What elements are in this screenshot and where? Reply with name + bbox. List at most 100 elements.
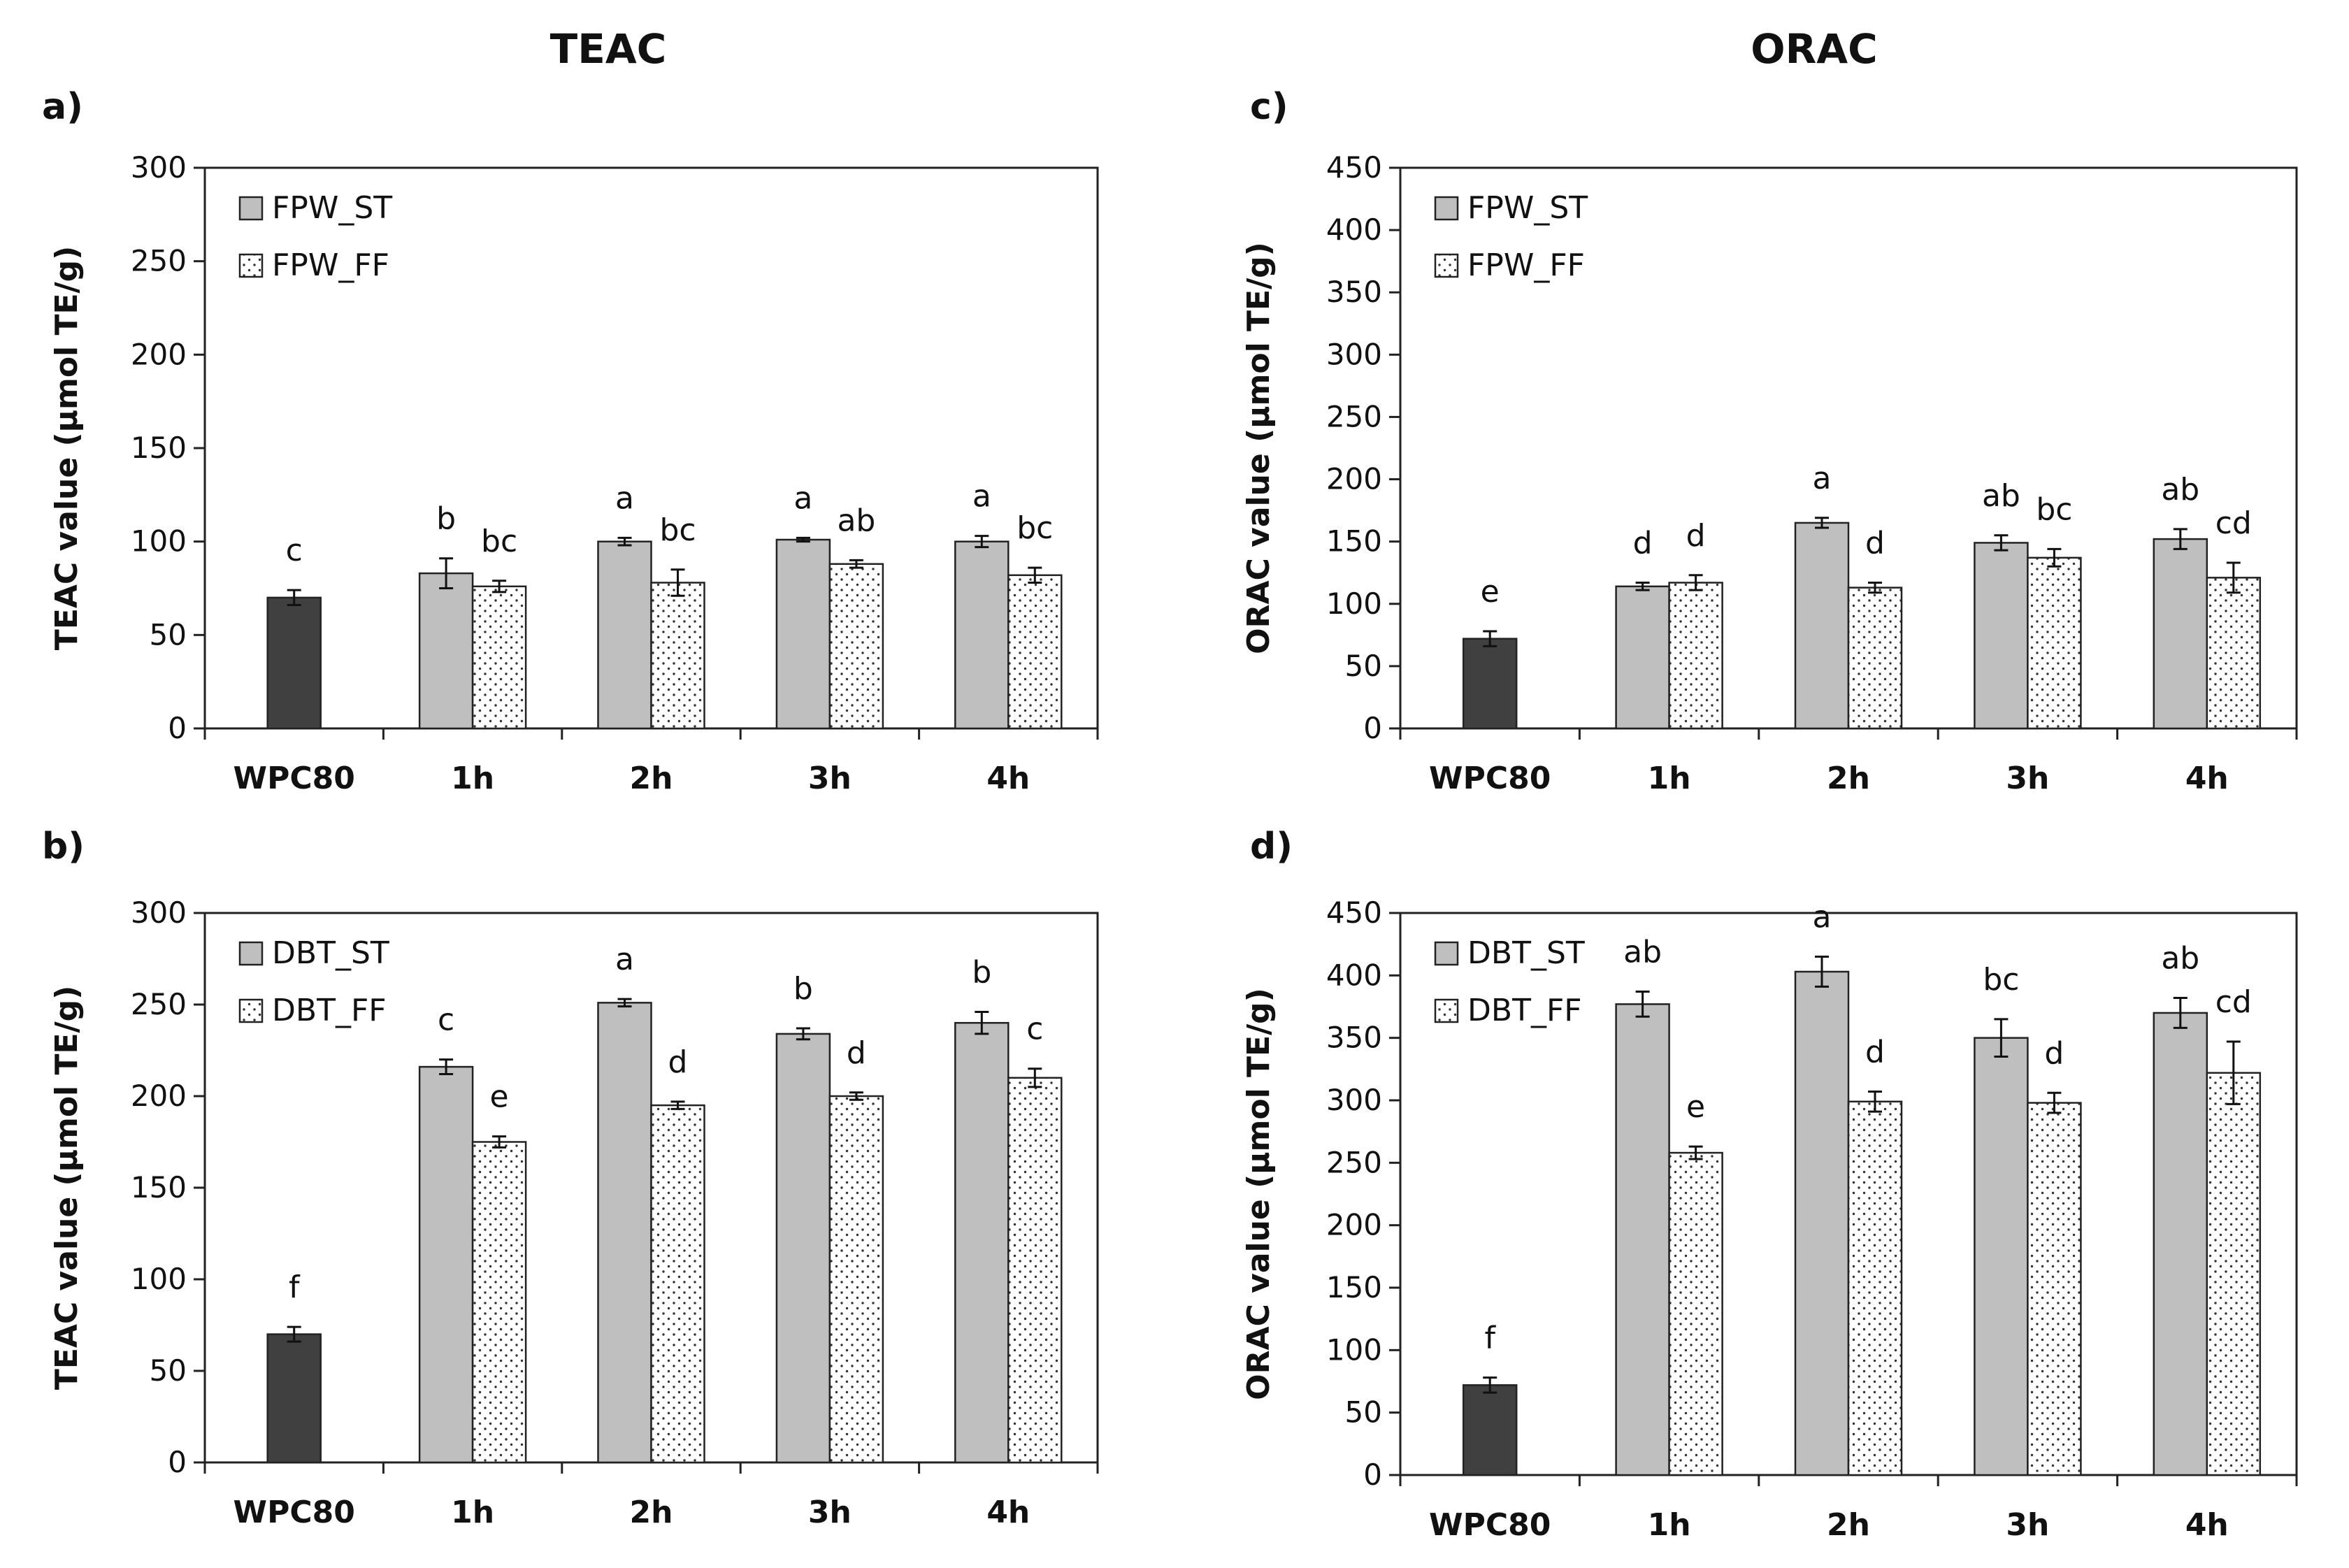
legend-entry: DBT_ST bbox=[272, 935, 389, 971]
y-tick-label: 50 bbox=[150, 617, 187, 652]
y-axis-label: TEAC value (µmol TE/g) bbox=[49, 986, 85, 1390]
y-tick-label: 250 bbox=[131, 244, 187, 278]
significance-label: b bbox=[793, 971, 813, 1007]
legend-swatch bbox=[1434, 253, 1459, 278]
chart-panel-d: d) 0 50 100 150 200 250 300 350 400 450 ORAC value … bbox=[1241, 826, 2298, 1543]
significance-label: cd bbox=[2215, 505, 2252, 541]
legend-entry: DBT_FF bbox=[272, 993, 387, 1028]
y-tick-label: 200 bbox=[131, 337, 187, 371]
significance-label: d bbox=[847, 1035, 866, 1071]
y-axis-label: TEAC value (µmol TE/g) bbox=[49, 246, 85, 650]
y-tick-label: 50 bbox=[1345, 649, 1382, 683]
x-tick-label: 1h bbox=[1648, 1507, 1691, 1543]
control-bar bbox=[266, 596, 322, 730]
bar-dbt-ff bbox=[1007, 1077, 1063, 1464]
x-tick-label: 4h bbox=[986, 1495, 1030, 1530]
significance-label: d bbox=[1865, 525, 1885, 561]
y-tick-label: 100 bbox=[1326, 1332, 1382, 1367]
significance-label: f bbox=[289, 1269, 301, 1305]
x-tick-label: 3h bbox=[2006, 761, 2049, 796]
y-tick-label: 0 bbox=[168, 711, 187, 745]
x-tick-label: 3h bbox=[808, 1495, 852, 1530]
y-tick-label: 400 bbox=[1326, 213, 1382, 247]
control-bar bbox=[266, 1333, 322, 1464]
bar-fpw-ff bbox=[1668, 582, 1723, 730]
y-tick-label: 100 bbox=[131, 1262, 187, 1296]
control-bar bbox=[1462, 638, 1518, 730]
significance-label: bc bbox=[1017, 510, 1053, 546]
significance-label: ab bbox=[1982, 478, 2020, 514]
x-tick-label: 2h bbox=[630, 1495, 673, 1530]
y-tick-label: 0 bbox=[1363, 711, 1382, 745]
bar-dbt-ff bbox=[1668, 1151, 1723, 1476]
bar-dbt-st bbox=[1615, 1003, 1670, 1476]
y-tick-label: 150 bbox=[1326, 524, 1382, 559]
x-tick-label: 1h bbox=[1648, 761, 1691, 796]
y-tick-label: 200 bbox=[1326, 462, 1382, 496]
bar-fpw-st bbox=[1974, 542, 2029, 730]
bar-fpw-st bbox=[2153, 538, 2208, 730]
significance-label: f bbox=[1484, 1321, 1496, 1356]
significance-label: a bbox=[1813, 461, 1832, 496]
bar-dbt-st bbox=[2153, 1012, 2208, 1476]
panel-label: b) bbox=[42, 826, 85, 868]
y-axis-label: ORAC value (µmol TE/g) bbox=[1241, 988, 1277, 1400]
legend-swatch bbox=[238, 941, 264, 966]
significance-label: d bbox=[1686, 518, 1706, 554]
bar-fpw-st bbox=[775, 538, 831, 730]
significance-label: d bbox=[2044, 1035, 2064, 1071]
bar-dbt-st bbox=[1974, 1037, 2029, 1476]
x-tick-label: WPC80 bbox=[234, 761, 355, 796]
y-tick-label: 300 bbox=[1326, 337, 1382, 371]
y-tick-label: 250 bbox=[1326, 399, 1382, 433]
significance-label: b bbox=[436, 501, 456, 537]
significance-label: a bbox=[793, 480, 812, 516]
y-tick-label: 250 bbox=[131, 987, 187, 1021]
y-tick-label: 0 bbox=[168, 1445, 187, 1479]
significance-label: e bbox=[490, 1079, 509, 1115]
y-tick-label: 250 bbox=[1326, 1145, 1382, 1179]
significance-label: e bbox=[1481, 574, 1500, 610]
legend-entry: DBT_ST bbox=[1467, 935, 1585, 971]
y-tick-label: 150 bbox=[131, 431, 187, 465]
bar-dbt-ff bbox=[471, 1141, 527, 1464]
significance-label: ab bbox=[837, 503, 875, 538]
column-title-teac: TEAC bbox=[550, 25, 667, 73]
significance-label: a bbox=[1813, 900, 1832, 935]
significance-label: a bbox=[615, 942, 634, 977]
chart-panel-a: a) 0 50 100 150 200 250 300 TEAC value (µmol TE/… bbox=[42, 86, 1099, 796]
bar-fpw-ff bbox=[828, 563, 884, 730]
bar-dbt-ff bbox=[2027, 1102, 2082, 1476]
bar-dbt-ff bbox=[650, 1104, 705, 1464]
legend-swatch bbox=[1434, 196, 1459, 221]
significance-label: bc bbox=[659, 512, 696, 548]
chart-panel-b: b) 0 50 100 150 200 250 300 TEAC value (µmol TE/… bbox=[42, 826, 1099, 1530]
significance-label: d bbox=[1633, 525, 1653, 561]
y-tick-label: 200 bbox=[131, 1079, 187, 1113]
legend-entry: FPW_ST bbox=[272, 190, 392, 226]
bar-fpw-st bbox=[1615, 585, 1670, 730]
column-title-orac: ORAC bbox=[1751, 25, 1877, 73]
y-tick-label: 450 bbox=[1326, 150, 1382, 185]
significance-label: bc bbox=[2036, 491, 2072, 527]
legend-entry: FPW_ST bbox=[1467, 190, 1588, 226]
legend-swatch bbox=[238, 998, 264, 1023]
bar-fpw-ff bbox=[1847, 587, 1903, 730]
bar-dbt-st bbox=[954, 1021, 1010, 1464]
bar-dbt-st bbox=[597, 1002, 652, 1464]
y-tick-label: 300 bbox=[1326, 1083, 1382, 1117]
significance-label: ab bbox=[2161, 472, 2199, 508]
x-tick-label: 3h bbox=[2006, 1507, 2049, 1543]
x-tick-label: 2h bbox=[1827, 1507, 1870, 1543]
legend-swatch bbox=[238, 196, 264, 221]
significance-label: e bbox=[1686, 1089, 1705, 1125]
bar-fpw-st bbox=[597, 540, 652, 730]
significance-label: bc bbox=[1983, 962, 2019, 998]
bar-fpw-st bbox=[418, 572, 474, 730]
y-tick-label: 300 bbox=[131, 896, 187, 930]
legend-entry: FPW_FF bbox=[1467, 247, 1585, 283]
significance-label: a bbox=[615, 480, 634, 516]
significance-label: b bbox=[972, 954, 991, 990]
x-tick-label: 4h bbox=[986, 761, 1030, 796]
